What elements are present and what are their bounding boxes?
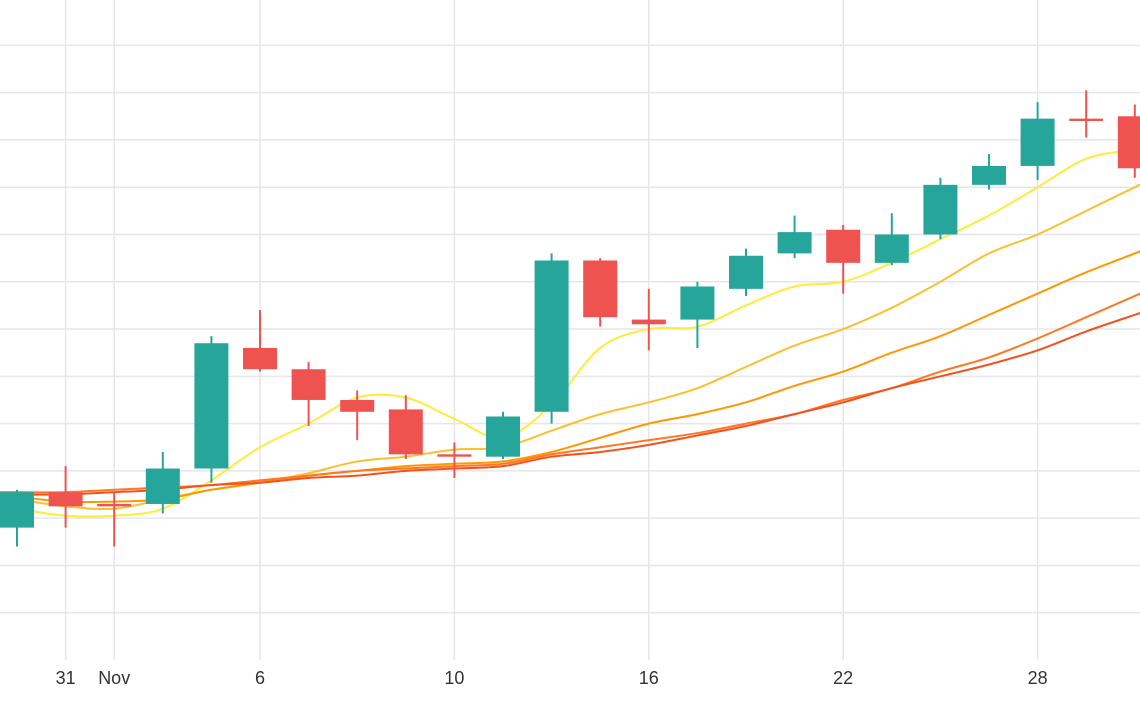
candle-body [826, 229, 861, 263]
x-tick-label: 22 [833, 668, 853, 688]
candle-down [243, 310, 277, 372]
candle-up [534, 253, 569, 424]
candle-down [631, 288, 666, 351]
candle-body [194, 343, 229, 469]
candle-up [0, 489, 34, 547]
x-tick-label: 31 [56, 668, 76, 688]
candle-down [1117, 104, 1140, 178]
candle-body [680, 286, 715, 320]
candle-body [486, 416, 520, 457]
ma-line-2 [0, 183, 1140, 511]
grid [0, 0, 1140, 660]
candle-up [194, 336, 229, 483]
x-axis: 31 Nov 6 10 16 22 28 [56, 668, 1048, 688]
candle-down [388, 395, 423, 460]
candle-body [631, 319, 666, 325]
candle-body [923, 184, 958, 235]
candle-body [729, 255, 763, 289]
candle-up [1020, 102, 1055, 181]
candle-up [972, 154, 1006, 190]
x-tick-label: Nov [98, 668, 130, 688]
candle-body [583, 260, 618, 318]
candle-body [0, 492, 34, 528]
x-tick-label: 16 [639, 668, 659, 688]
candle-body [145, 468, 180, 504]
x-tick-label: 6 [255, 668, 265, 688]
candle-body [48, 492, 83, 507]
candle-down [1069, 90, 1104, 138]
candle-body [534, 260, 569, 412]
candle-body [437, 454, 472, 457]
candle-body [243, 347, 277, 370]
candle-up [680, 281, 715, 348]
candle-down [97, 492, 132, 547]
ma-line-1 [0, 147, 1140, 518]
candle-body [340, 399, 375, 412]
candle-body [97, 503, 132, 507]
candle-body [1117, 116, 1140, 169]
candle-body [874, 234, 909, 263]
candle-up [145, 451, 180, 514]
candle-body [972, 165, 1006, 185]
candle-up [486, 411, 520, 460]
candle-up [777, 215, 812, 259]
ma-line-5 [0, 312, 1140, 496]
candle-body [777, 232, 812, 254]
candle-down [583, 258, 618, 327]
candle-up [923, 177, 958, 240]
x-tick-label: 10 [444, 668, 464, 688]
candle-up [874, 213, 909, 266]
candle-down [291, 362, 326, 426]
candle-down [826, 225, 861, 294]
x-tick-label: 28 [1028, 668, 1048, 688]
moving-average-lines [0, 147, 1140, 518]
candle-body [388, 409, 423, 455]
candle-down [340, 390, 375, 441]
candle-up [729, 248, 763, 296]
candle-down [437, 442, 472, 478]
candle-body [1069, 118, 1104, 122]
candle-body [1020, 118, 1055, 166]
candle-down [48, 466, 83, 528]
candles [0, 90, 1140, 547]
candle-body [291, 369, 326, 400]
